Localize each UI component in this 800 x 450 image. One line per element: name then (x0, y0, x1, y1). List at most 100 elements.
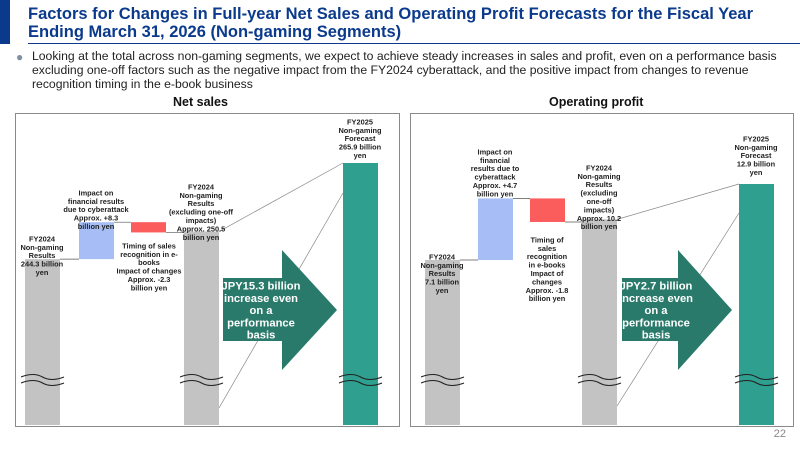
arrow-label-line: basis (247, 330, 276, 342)
data-label-0-line: 244.3 billion (21, 260, 64, 269)
axis-break-mark (734, 373, 779, 387)
data-label-3-line: (excluding (581, 189, 618, 198)
data-label-4-line: FY2025 (743, 134, 769, 143)
data-label-1-line: Approx. +8.3 (74, 214, 119, 223)
title-accent-bar (0, 0, 10, 44)
data-label-3-line: billion yen (183, 233, 220, 242)
data-label-4-line: Forecast (741, 151, 772, 160)
data-label-1: Impact on financial results due to cyberat… (63, 188, 129, 231)
data-label-2-line: Impact of changes (117, 267, 182, 276)
data-label-2-line: recognition (527, 252, 568, 261)
data-label-2-line: in e-books (529, 261, 566, 270)
data-label-0-line: 7.1 billion (425, 278, 460, 287)
data-label-1-line: billion yen (477, 189, 514, 198)
data-label-2-line: Approx. -2.3 (128, 275, 171, 284)
net-sales-title: Net sales (173, 95, 228, 109)
data-label-3-line: impacts) (584, 205, 615, 214)
data-label-3-line: (excluding one-off (169, 208, 234, 217)
data-label-3-line: Approx. 250.5 (177, 224, 225, 233)
data-label-3-line: one-off (586, 197, 612, 206)
bar-cyberattack-impact (79, 222, 114, 260)
arrow-label-line: JPY15.3 billion (222, 281, 301, 293)
data-label-3-line: FY2024 (586, 163, 613, 172)
data-label-4-line: 12.9 billion (737, 160, 776, 169)
data-label-2: Timing of sales recognition in e-books Imp… (117, 241, 182, 292)
page-number: 22 (773, 428, 786, 440)
arrow-label-line: basis (642, 330, 671, 342)
data-label-0-line: Results (29, 251, 56, 260)
guide-line-top (616, 183, 740, 220)
bar-fy2024-excluding-one-off (184, 231, 219, 425)
data-label-3: FY2024 Non-gaming Results (excluding one-off… (577, 163, 621, 231)
data-label-1-line: due to cyberattack (63, 205, 129, 214)
arrow-label-line: performance (622, 317, 690, 329)
axis-break-mark (338, 373, 383, 387)
data-label-4: FY2025 Non-gaming Forecast 265.9 billion yen (338, 117, 382, 160)
data-label-4-line: yen (354, 151, 367, 160)
bar-cyberattack-impact (478, 198, 513, 260)
data-label-2-line: Approx. -1.8 (526, 286, 569, 295)
arrow-label-line: increase even (224, 293, 298, 305)
slide-header: Factors for Changes in Full-year Net Sal… (0, 0, 800, 44)
data-label-3-line: Non-gaming (179, 191, 223, 200)
guide-line-top (218, 162, 344, 232)
data-label-4-line: Forecast (345, 134, 376, 143)
axis-break-mark (20, 373, 65, 387)
data-label-3-line: Non-gaming (577, 172, 621, 181)
slide-title: Factors for Changes in Full-year Net Sal… (28, 5, 753, 41)
data-label-2-line: changes (532, 277, 562, 286)
bar-fy2025-forecast (343, 163, 378, 425)
data-label-0-line: Non-gaming (20, 243, 64, 252)
bar-fy2025-forecast (739, 184, 774, 425)
operating-profit-title: Operating profit (549, 95, 644, 109)
data-label-2-line: books (138, 258, 160, 267)
data-label-2: Timing of sales recognition in e-books Impac… (526, 235, 569, 303)
data-label-1-line: financial (480, 156, 510, 165)
increase-arrow (223, 250, 337, 370)
data-label-2-line: Impact of (531, 269, 564, 278)
data-label-2-line: billion yen (529, 294, 566, 303)
title-divider (28, 43, 800, 44)
arrow-label-line: on a (645, 305, 669, 317)
arrow-label-line: increase even (619, 293, 693, 305)
data-label-3-line: Results (188, 199, 215, 208)
data-label-0-line: Results (429, 269, 456, 278)
data-label-2-line: recognition in e- (120, 250, 178, 259)
data-label-4-line: Non-gaming (338, 126, 382, 135)
data-label-3-line: FY2024 (188, 182, 215, 191)
arrow-label-line: on a (250, 305, 274, 317)
bar-fy2024-results (425, 259, 460, 425)
data-label-1-line: Impact on (478, 147, 513, 156)
arrow-label-line: performance (227, 317, 295, 329)
arrow-label-line: JPY2.7 billion (620, 281, 693, 293)
data-label-3-line: billion yen (581, 222, 618, 231)
data-label-0-line: Non-gaming (420, 261, 464, 270)
data-label-3: FY2024 Non-gaming Results (excluding one-of… (169, 182, 234, 241)
data-label-3-line: Results (586, 180, 613, 189)
data-label-4-line: 265.9 billion (339, 143, 382, 152)
bar-ebook-timing-impact (530, 198, 565, 222)
data-label-1-line: Approx. +4.7 (473, 181, 518, 190)
data-label-2-line: Timing of (530, 235, 564, 244)
data-label-3-line: impacts) (186, 216, 217, 225)
data-label-3-line: Approx. 10.2 (577, 214, 621, 223)
data-label-0: FY2024 Non-gaming Results 244.3 billion yen (20, 234, 64, 277)
data-label-2-line: sales (538, 244, 557, 253)
data-label-1-line: results due to (471, 164, 520, 173)
increase-arrow (622, 250, 732, 370)
bullet-icon: ● (16, 50, 24, 64)
data-label-0: FY2024 Non-gaming Results 7.1 billion yen (420, 252, 464, 295)
data-label-1: Impact on financial results due to cyberatt… (471, 147, 520, 198)
data-label-2-line: Timing of sales (122, 241, 176, 250)
data-label-1-line: billion yen (78, 222, 115, 231)
arrow-label: JPY15.3 billion increase even on a performa… (222, 281, 301, 342)
data-label-1-line: Impact on (79, 188, 114, 197)
data-label-0-line: yen (36, 268, 49, 277)
data-label-1-line: cyberattack (474, 173, 516, 182)
data-label-0-line: FY2024 (429, 252, 456, 261)
data-label-4-line: FY2025 (347, 117, 373, 126)
bar-fy2024-excluding-one-off (582, 219, 617, 425)
data-label-1-line: financial results (68, 197, 124, 206)
data-label-0-line: FY2024 (29, 234, 56, 243)
data-label-4: FY2025 Non-gaming Forecast 12.9 billion yen (734, 134, 778, 177)
